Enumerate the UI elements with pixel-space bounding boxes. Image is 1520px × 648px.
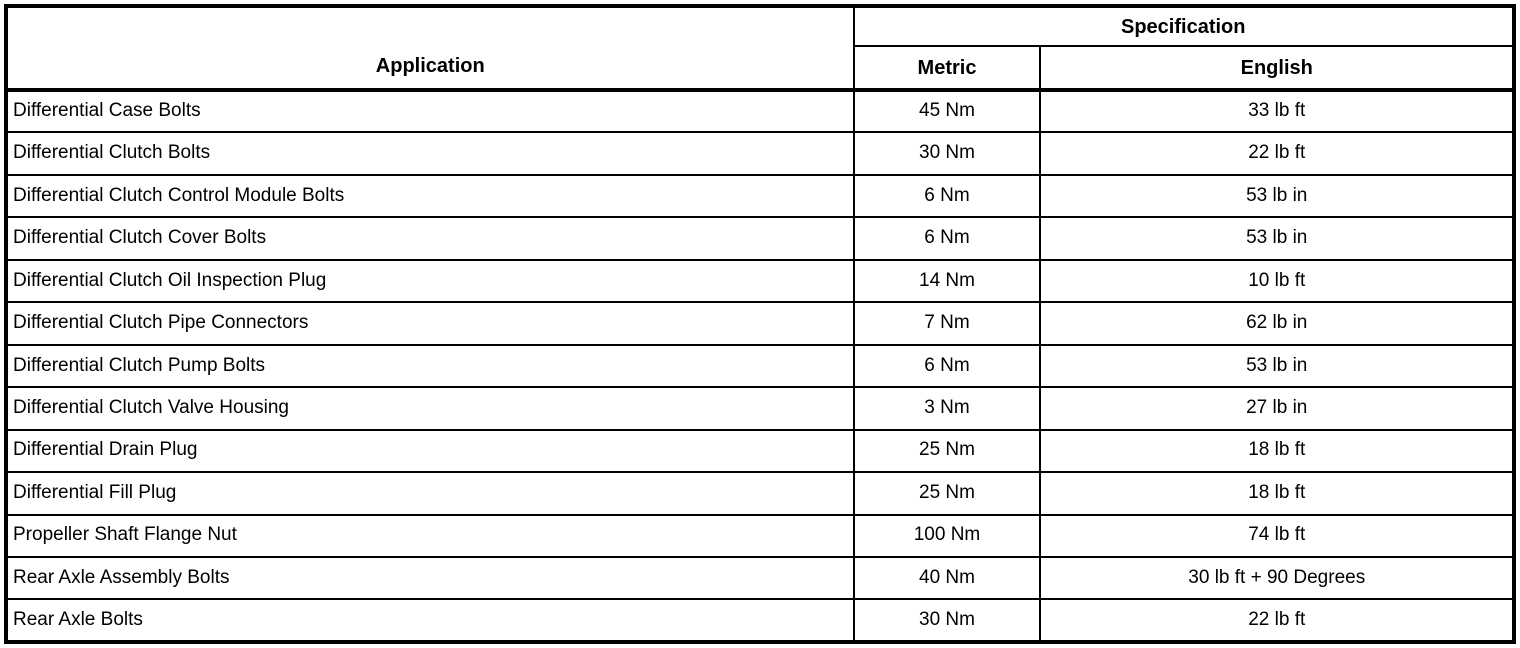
header-row-specification: Application Specification bbox=[5, 5, 1515, 92]
table-row: Differential Clutch Valve Housing 3 Nm 2… bbox=[5, 386, 1515, 431]
english-value-cell: 62 lb in bbox=[1039, 301, 1515, 346]
metric-value-cell: 14 Nm bbox=[852, 258, 1042, 304]
metric-value-cell: 30 Nm bbox=[852, 131, 1042, 176]
table-row: Differential Drain Plug 25 Nm 18 lb ft bbox=[5, 428, 1515, 474]
english-value-cell: 53 lb in bbox=[1039, 343, 1515, 389]
column-header-application: Application bbox=[5, 5, 855, 92]
metric-value-cell: 7 Nm bbox=[852, 301, 1042, 346]
application-cell: Propeller Shaft Flange Nut bbox=[5, 513, 855, 558]
table-row: Differential Clutch Bolts 30 Nm 22 lb ft bbox=[5, 131, 1515, 176]
application-cell: Rear Axle Assembly Bolts bbox=[5, 555, 855, 601]
metric-value-cell: 3 Nm bbox=[852, 386, 1042, 431]
metric-value-cell: 6 Nm bbox=[852, 173, 1042, 219]
metric-value-cell: 40 Nm bbox=[852, 555, 1042, 601]
table-row: Differential Case Bolts 45 Nm 33 lb ft bbox=[5, 88, 1515, 134]
table-row: Differential Clutch Pump Bolts 6 Nm 53 l… bbox=[5, 343, 1515, 389]
table-row: Differential Fill Plug 25 Nm 18 lb ft bbox=[5, 471, 1515, 516]
application-cell: Rear Axle Bolts bbox=[5, 598, 855, 643]
table-body: Differential Case Bolts 45 Nm 33 lb ft D… bbox=[5, 88, 1515, 643]
english-value-cell: 10 lb ft bbox=[1039, 258, 1515, 304]
english-value-cell: 18 lb ft bbox=[1039, 471, 1515, 516]
metric-value-cell: 6 Nm bbox=[852, 216, 1042, 261]
header-row-units: Metric English bbox=[6, 45, 1515, 92]
english-value-cell: 27 lb in bbox=[1039, 386, 1515, 431]
metric-value-cell: 25 Nm bbox=[852, 428, 1042, 474]
english-value-cell: 30 lb ft + 90 Degrees bbox=[1039, 555, 1515, 601]
application-cell: Differential Clutch Valve Housing bbox=[5, 386, 855, 431]
table-row: Propeller Shaft Flange Nut 100 Nm 74 lb … bbox=[5, 513, 1515, 558]
english-value-cell: 74 lb ft bbox=[1039, 513, 1515, 558]
column-header-english: English bbox=[1039, 45, 1515, 92]
english-value-cell: 53 lb in bbox=[1039, 216, 1515, 261]
table-row: Rear Axle Assembly Bolts 40 Nm 30 lb ft … bbox=[5, 555, 1515, 601]
metric-value-cell: 30 Nm bbox=[852, 598, 1042, 643]
table-row: Differential Clutch Control Module Bolts… bbox=[5, 173, 1515, 219]
metric-value-cell: 25 Nm bbox=[852, 471, 1042, 516]
application-cell: Differential Clutch Oil Inspection Plug bbox=[5, 258, 855, 304]
application-cell: Differential Clutch Cover Bolts bbox=[5, 216, 855, 261]
application-cell: Differential Clutch Pump Bolts bbox=[5, 343, 855, 389]
application-cell: Differential Fill Plug bbox=[5, 471, 855, 516]
application-cell: Differential Clutch Bolts bbox=[5, 131, 855, 176]
english-value-cell: 18 lb ft bbox=[1039, 428, 1515, 474]
metric-value-cell: 6 Nm bbox=[852, 343, 1042, 389]
english-value-cell: 22 lb ft bbox=[1039, 131, 1515, 176]
english-value-cell: 33 lb ft bbox=[1039, 88, 1515, 134]
column-header-metric: Metric bbox=[852, 45, 1042, 92]
table-row: Differential Clutch Oil Inspection Plug … bbox=[5, 258, 1515, 304]
fastener-specifications-table: Application Specification Metric English… bbox=[4, 4, 1516, 644]
column-header-specification: Specification bbox=[852, 5, 1515, 47]
application-cell: Differential Drain Plug bbox=[5, 428, 855, 474]
table-row: Differential Clutch Pipe Connectors 7 Nm… bbox=[5, 301, 1515, 346]
application-cell: Differential Case Bolts bbox=[5, 88, 855, 134]
english-value-cell: 22 lb ft bbox=[1039, 598, 1515, 643]
english-value-cell: 53 lb in bbox=[1039, 173, 1515, 219]
metric-value-cell: 45 Nm bbox=[852, 88, 1042, 134]
application-cell: Differential Clutch Pipe Connectors bbox=[5, 301, 855, 346]
table-row: Rear Axle Bolts 30 Nm 22 lb ft bbox=[5, 598, 1515, 643]
application-cell: Differential Clutch Control Module Bolts bbox=[5, 173, 855, 219]
metric-value-cell: 100 Nm bbox=[852, 513, 1042, 558]
table-row: Differential Clutch Cover Bolts 6 Nm 53 … bbox=[5, 216, 1515, 261]
table-header: Application Specification Metric English bbox=[5, 5, 1515, 92]
